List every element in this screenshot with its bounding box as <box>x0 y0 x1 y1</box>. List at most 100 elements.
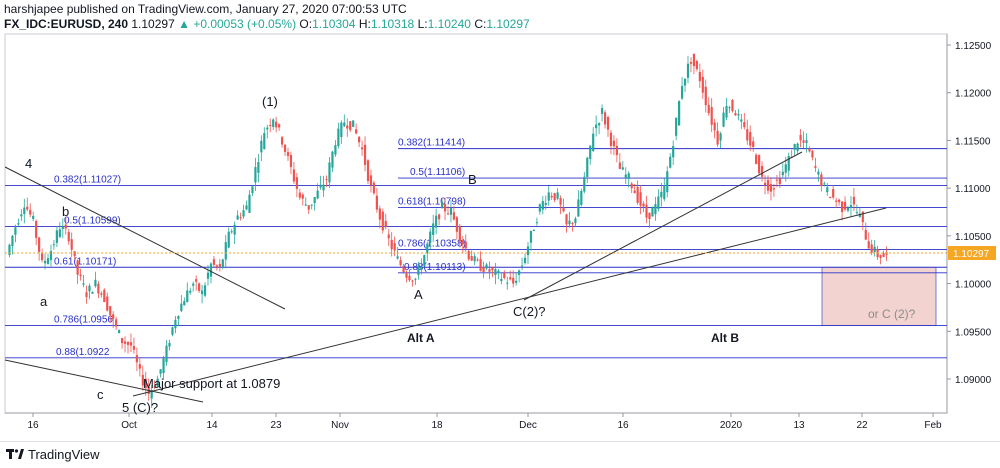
open-label: O: <box>299 17 313 31</box>
candle-body <box>858 213 861 217</box>
tradingview-logo-icon[interactable] <box>6 447 24 461</box>
candle-body <box>799 134 802 141</box>
candle-body <box>577 199 580 217</box>
candle-body <box>360 147 364 150</box>
candles <box>8 53 888 408</box>
candle-body <box>355 129 358 134</box>
candle-body <box>642 203 645 207</box>
candle-body <box>153 386 156 388</box>
candle-body <box>115 319 118 327</box>
wave-label-c: c <box>97 387 104 402</box>
candle-body <box>464 241 467 249</box>
wave-label-C2: C(2)? <box>513 304 546 319</box>
candle-body <box>159 369 162 374</box>
candle-body <box>544 202 547 205</box>
close-value: 1.10297 <box>486 17 530 31</box>
candle-body <box>316 190 319 199</box>
candle-body <box>292 169 296 182</box>
candle-body <box>500 278 503 282</box>
candle-body <box>26 206 29 210</box>
fib-level-label: 0.382(1.11027) <box>54 175 121 186</box>
low-value: 1.10240 <box>427 17 471 31</box>
candle-body <box>861 211 864 223</box>
candle-body <box>168 342 171 347</box>
candle-body <box>61 226 64 229</box>
wave-label-1: (1) <box>262 94 278 109</box>
time-tick-label: Oct <box>121 420 137 431</box>
candle-body <box>408 275 411 281</box>
candle-body <box>728 107 731 109</box>
candle-body <box>660 191 663 198</box>
candle-body <box>310 204 313 206</box>
candle-body <box>621 167 624 170</box>
candle-body <box>838 199 841 203</box>
time-tick-label: 22 <box>856 420 868 431</box>
candle-body <box>328 162 331 183</box>
candle-body <box>206 272 210 279</box>
candle-body <box>420 266 423 270</box>
candle-body <box>209 263 213 277</box>
time-tick-label: 23 <box>270 420 282 431</box>
annotation-or-c2: or C (2)? <box>868 307 916 321</box>
price-tick-label: 1.09500 <box>955 327 992 338</box>
candle-body <box>692 53 696 67</box>
time-axis-ticks: 16 Oct 14 23 Nov 18 Dec 16 2020 13 22 Feb <box>27 413 942 431</box>
fib-level-label: 0.5(1.11106) <box>410 167 465 178</box>
candle-body <box>760 165 764 177</box>
candle-body <box>802 140 805 143</box>
candle-body <box>689 61 693 64</box>
fib-level-label: 0.382(1.11414) <box>398 138 465 149</box>
candle-body <box>272 119 275 127</box>
candle-body <box>73 251 76 257</box>
candle-body <box>491 267 494 271</box>
fib-level-label: 0.5(1.10599) <box>64 215 121 226</box>
time-tick-label: 16 <box>27 420 39 431</box>
price-chart[interactable]: 0.382(1.11027) 0.5(1.10599) 0.61(1.10171) 0… <box>0 0 1000 441</box>
candle-body <box>657 196 660 209</box>
candle-body <box>704 86 707 106</box>
candle-body <box>298 192 301 198</box>
annotation-alt-b: Alt B <box>711 331 739 345</box>
price-tick-label: 1.12500 <box>955 41 992 52</box>
candle-body <box>855 212 858 214</box>
candle-body <box>192 283 195 286</box>
wave-label-a: a <box>40 294 48 309</box>
price-tick-label: 1.12000 <box>955 89 992 100</box>
candle-body <box>820 174 823 186</box>
candle-body <box>372 182 376 194</box>
candle-body <box>612 140 616 147</box>
candle-body <box>675 117 678 136</box>
time-tick-label: Dec <box>519 420 537 431</box>
candle-body <box>242 210 245 217</box>
candle-body <box>518 270 521 275</box>
candle-body <box>248 194 251 213</box>
open-value: 1.10304 <box>312 17 356 31</box>
symbol-ohlc-bar: FX_IDC:EURUSD, 240 1.10297 ▲ +0.00053 (+… <box>4 17 530 31</box>
candle-body <box>230 231 233 233</box>
fib-level-label: 0.88(1.0922 <box>56 347 110 358</box>
tradingview-brand[interactable]: TradingView <box>28 447 100 462</box>
candle-body <box>331 151 334 168</box>
candle-body <box>118 330 121 333</box>
candle-body <box>556 192 559 199</box>
fib-level-label: 0.786(1.0956 <box>54 314 113 325</box>
candle-body <box>227 231 230 248</box>
candle-body <box>126 342 130 345</box>
candle-body <box>79 274 82 277</box>
candle-body <box>829 196 832 199</box>
candle-body <box>289 155 293 168</box>
candle-body <box>186 290 189 303</box>
trendline-descending <box>4 166 286 310</box>
candle-body <box>257 162 260 173</box>
candle-body <box>763 182 767 186</box>
candle-body <box>278 124 281 128</box>
candle-body <box>479 259 482 271</box>
candle-body <box>280 137 284 145</box>
candle-body <box>852 196 856 205</box>
symbol-name[interactable]: FX_IDC:EURUSD, 240 <box>4 17 129 31</box>
wave-label-b: b <box>62 204 69 219</box>
trendline-lower <box>4 359 204 403</box>
candle-body <box>843 201 847 210</box>
candle-body <box>772 188 776 190</box>
candle-body <box>378 208 381 220</box>
